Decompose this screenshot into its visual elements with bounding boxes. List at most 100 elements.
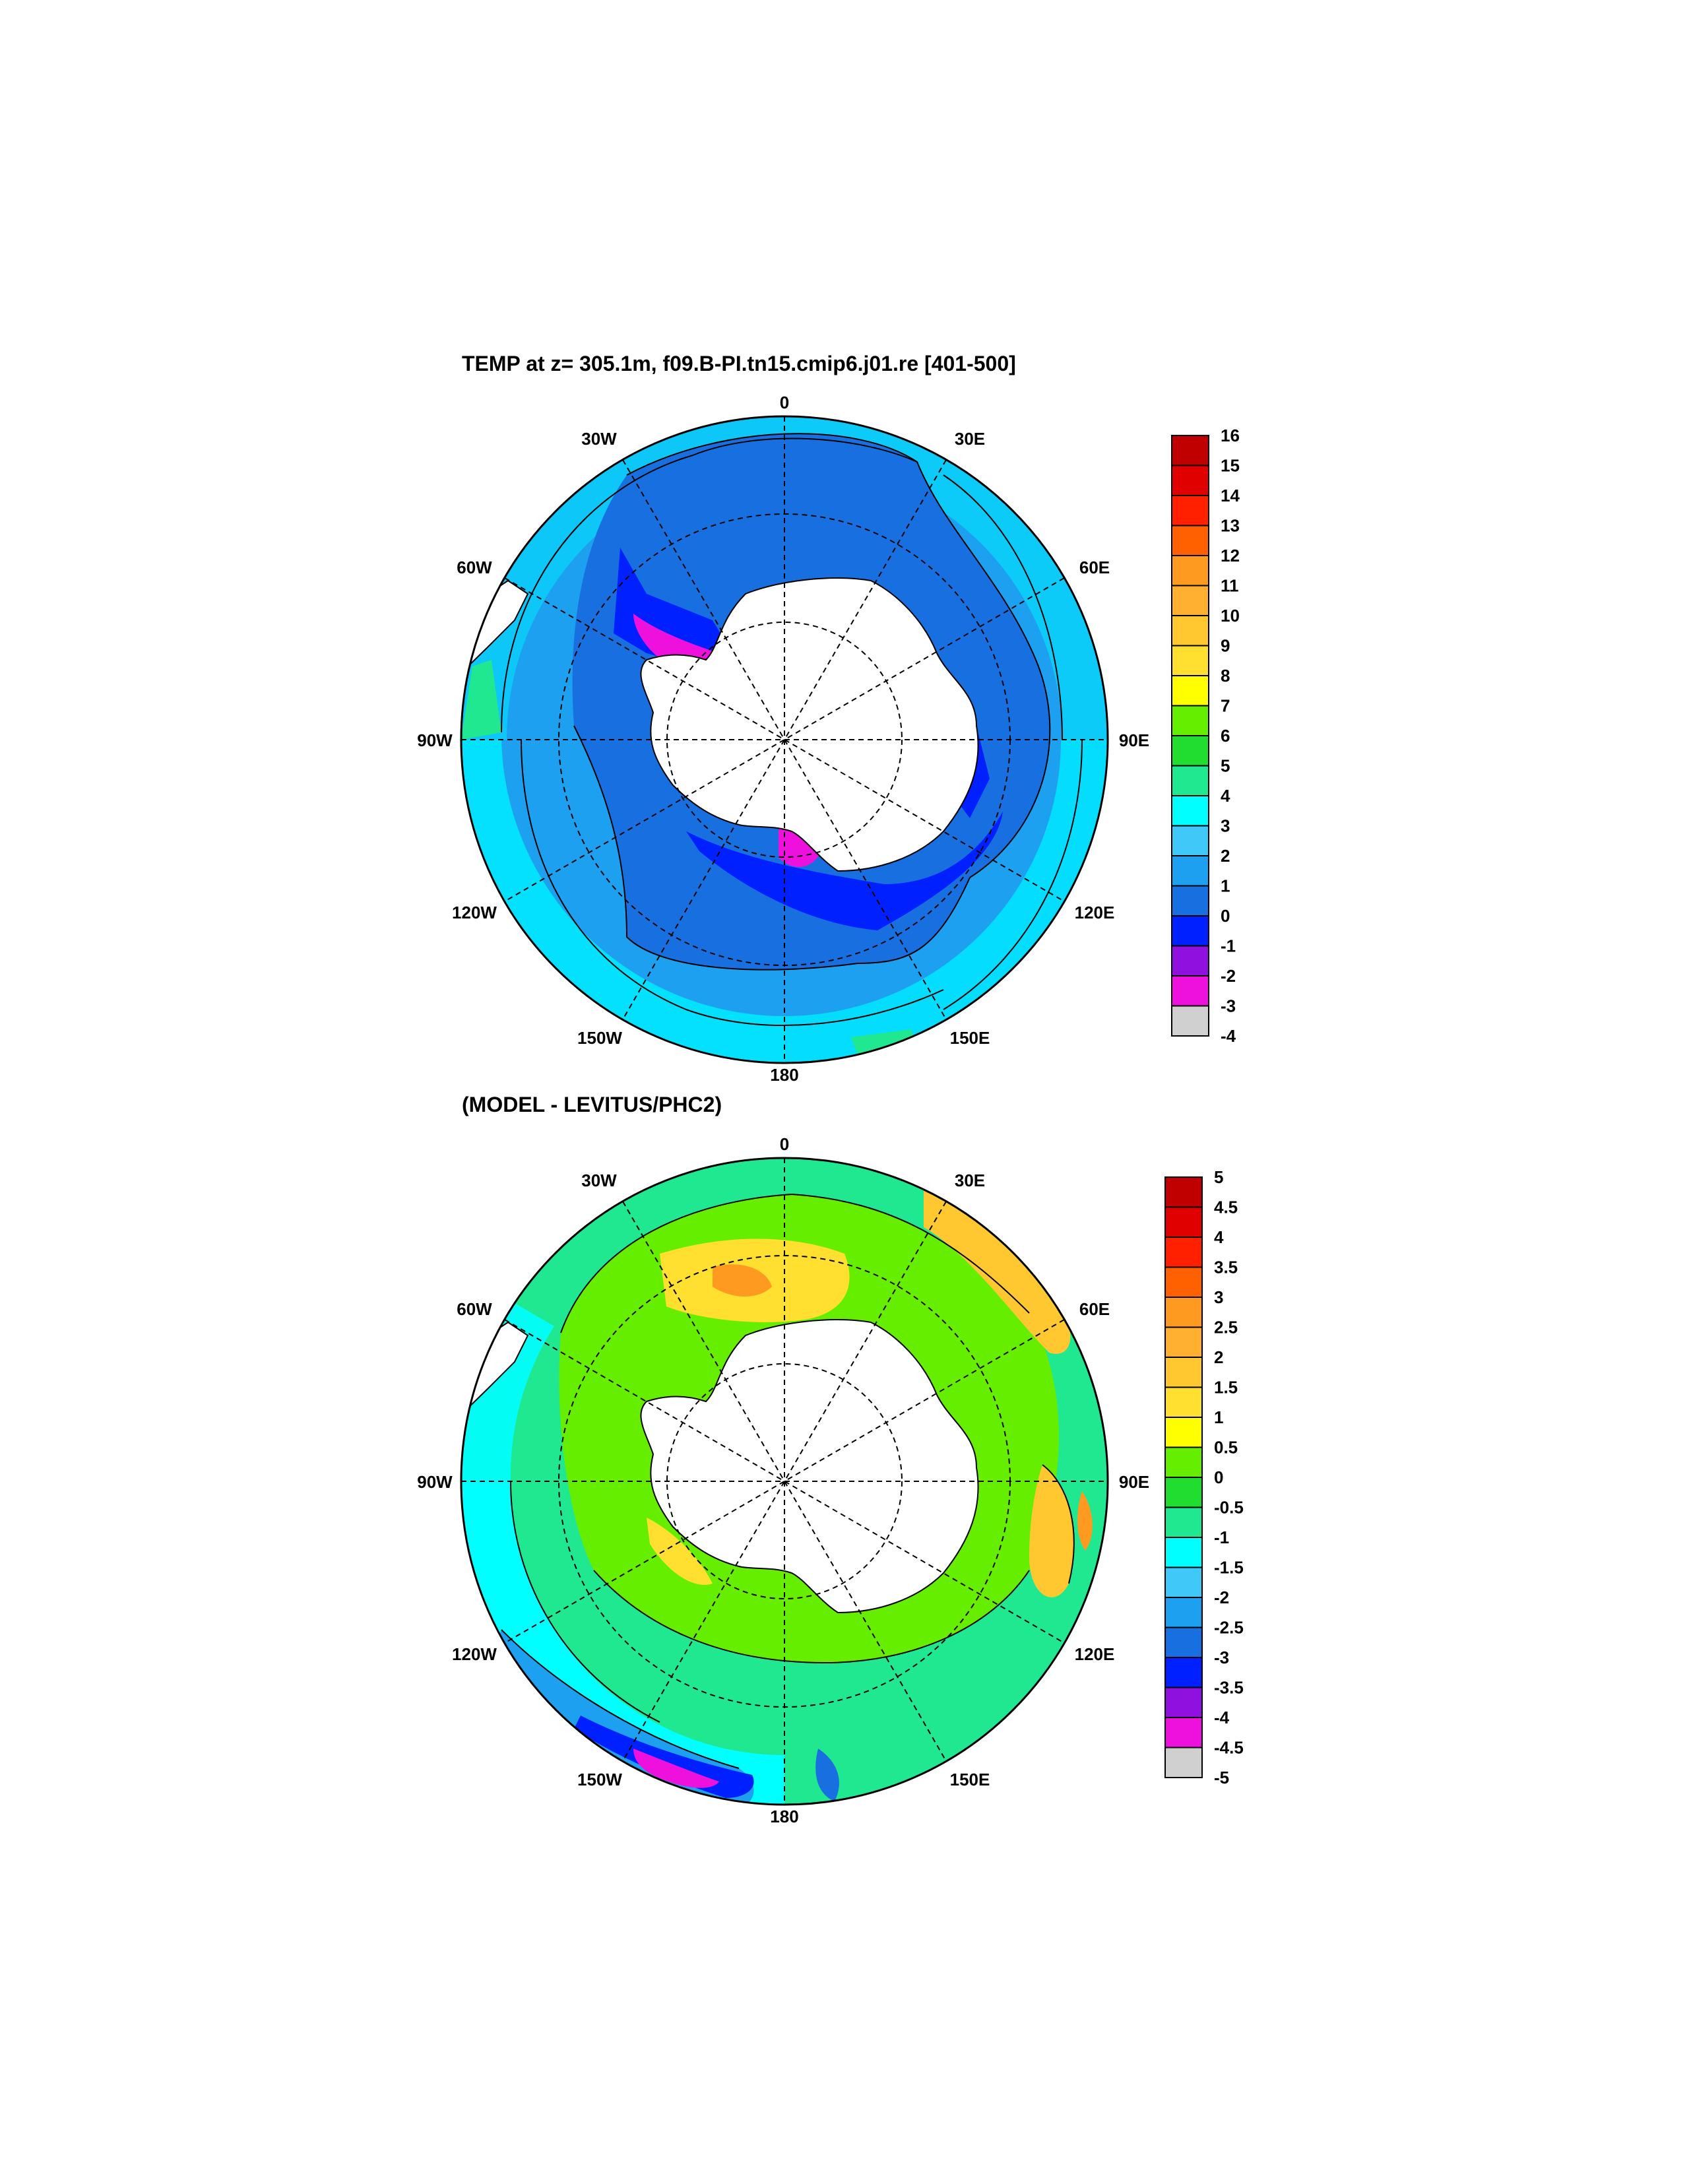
diff-band-minus1-minus0.5 xyxy=(461,1303,554,1481)
colorbar-label: 0 xyxy=(1214,1467,1223,1487)
lon-label: 90E xyxy=(1119,730,1149,750)
temp-map-border xyxy=(460,415,1109,1064)
colorbar-label: -4 xyxy=(1214,1708,1230,1727)
diff-panel: (MODEL - LEVITUS/PHC2) xyxy=(417,1093,1244,1826)
temp-band-minus1-0 xyxy=(633,614,719,671)
lon-label: 120W xyxy=(452,1644,497,1664)
colorbar-label: -2 xyxy=(1221,966,1236,986)
diff-band-2-2.5 xyxy=(924,1188,1071,1354)
temp-contours xyxy=(501,433,1083,1026)
diff-band-2.5-3 xyxy=(713,1264,772,1297)
lon-label: 120W xyxy=(452,903,497,922)
colorbar-swatch xyxy=(1164,1597,1203,1628)
colorbar-swatch xyxy=(1171,1005,1209,1037)
colorbar-label: -3.5 xyxy=(1214,1678,1244,1698)
colorbar-swatch xyxy=(1164,1266,1203,1298)
colorbar-label: 1.5 xyxy=(1214,1378,1238,1397)
colorbar-label: -2 xyxy=(1214,1588,1229,1607)
colorbar-swatch xyxy=(1171,855,1209,887)
colorbar-swatch xyxy=(1171,945,1209,977)
colorbar-swatch xyxy=(1171,465,1209,496)
temp-lon-labels: 0 30E 60E 90E 120E 150E 180 150W 120W 90W 60W 30W xyxy=(417,393,1149,1085)
colorbar-swatch xyxy=(1171,645,1209,676)
colorbar-swatch xyxy=(1164,1566,1203,1598)
colorbar-swatch xyxy=(1164,1386,1203,1418)
lon-label: 60E xyxy=(1079,558,1110,577)
colorbar-label: -4 xyxy=(1221,1026,1236,1046)
colorbar-label: 0.5 xyxy=(1214,1438,1238,1458)
diff-band-minus3-minus2.5 xyxy=(574,1716,754,1798)
colorbar-swatch xyxy=(1171,435,1209,466)
colorbar-swatch xyxy=(1164,1326,1203,1358)
colorbar-swatch xyxy=(1171,915,1209,947)
colorbar-label: 3 xyxy=(1221,816,1230,836)
colorbar-swatch xyxy=(1171,585,1209,616)
lon-label: 150E xyxy=(950,1028,990,1048)
temp-band-5-6 xyxy=(461,660,501,740)
colorbar-label: -5 xyxy=(1214,1768,1229,1787)
diff-band-2-2.5 xyxy=(1029,1465,1074,1597)
lon-label: 120E xyxy=(1075,903,1115,922)
colorbar-label: 14 xyxy=(1221,486,1240,505)
diff-map-border xyxy=(460,1157,1109,1806)
colorbar-swatch xyxy=(1171,795,1209,827)
colorbar-label: -1.5 xyxy=(1214,1558,1244,1578)
temp-band-0-1 xyxy=(686,812,1003,930)
temp-graticule xyxy=(461,416,1108,1063)
colorbar-swatch xyxy=(1164,1176,1203,1208)
colorbar-label: 4 xyxy=(1221,786,1230,806)
colorbar-swatch xyxy=(1164,1717,1203,1749)
colorbar-swatch xyxy=(1164,1686,1203,1718)
colorbar-label: 0 xyxy=(1221,906,1230,926)
lon-label: 60W xyxy=(457,1299,492,1319)
colorbar-label: -4.5 xyxy=(1214,1738,1244,1758)
lon-label: 90W xyxy=(417,730,453,750)
antarctica-landmass xyxy=(640,1319,979,1614)
colorbar-swatch xyxy=(1171,885,1209,916)
colorbar-swatch xyxy=(1164,1477,1203,1508)
colorbar-label: 16 xyxy=(1221,426,1240,445)
diff-panel-title: (MODEL - LEVITUS/PHC2) xyxy=(462,1093,722,1116)
diff-lon-labels: 0 30E 60E 90E 120E 150E 180 150W 120W 90W 60W 30W xyxy=(417,1134,1149,1826)
colorbar-label: -3 xyxy=(1214,1648,1229,1667)
lon-label: 30E xyxy=(955,1171,985,1190)
colorbar-swatch xyxy=(1164,1506,1203,1538)
lon-label: 0 xyxy=(780,1134,789,1154)
colorbar-swatch xyxy=(1171,525,1209,556)
colorbar-label: 7 xyxy=(1221,696,1230,716)
colorbar-label: 15 xyxy=(1221,456,1240,476)
colorbar-label: 6 xyxy=(1221,726,1230,746)
lon-label: 90E xyxy=(1119,1472,1149,1492)
colorbar-label: 2 xyxy=(1214,1347,1223,1367)
lon-label: 180 xyxy=(770,1807,798,1826)
colorbar-swatch xyxy=(1164,1657,1203,1688)
lon-label: 60W xyxy=(457,558,492,577)
colorbar-label: 13 xyxy=(1221,516,1240,536)
lon-label: 90W xyxy=(417,1472,453,1492)
diff-graticule xyxy=(461,1158,1108,1805)
lon-label: 30W xyxy=(581,429,617,449)
diff-band-2.5-3 xyxy=(1077,1491,1093,1551)
lon-label: 180 xyxy=(770,1065,798,1085)
diff-band-1.5-2 xyxy=(647,1518,713,1585)
colorbar-label: -1 xyxy=(1214,1527,1229,1547)
colorbar-swatch xyxy=(1164,1237,1203,1268)
colorbar-label: -2.5 xyxy=(1214,1618,1244,1638)
lon-label: 0 xyxy=(780,393,789,412)
colorbar-swatch xyxy=(1164,1206,1203,1238)
colorbar-swatch xyxy=(1171,495,1209,527)
diff-colorbar: 5 4.5 4 3.5 3 2.5 2 1.5 1 0.5 0 -0.5 -1 -1.5 -2 -2.5 -3 -… xyxy=(1164,1167,1244,1787)
colorbar-swatch xyxy=(1171,615,1209,647)
colorbar-label: 3 xyxy=(1214,1287,1223,1307)
colorbar-label: 5 xyxy=(1214,1167,1223,1187)
lon-label: 30E xyxy=(955,429,985,449)
colorbar-label: 8 xyxy=(1221,666,1230,686)
colorbar-label: -0.5 xyxy=(1214,1498,1244,1518)
diff-band-minus2.5-minus2 xyxy=(815,1749,839,1801)
diff-band-minus4-minus3.5 xyxy=(633,1749,719,1788)
colorbar-label: 4.5 xyxy=(1214,1198,1238,1217)
lon-label: 150W xyxy=(577,1028,622,1048)
temp-band-4-5 xyxy=(461,740,784,1063)
